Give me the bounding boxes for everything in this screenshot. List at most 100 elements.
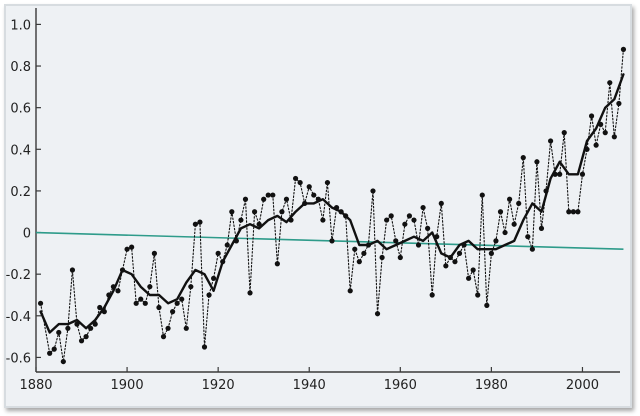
data-point — [370, 188, 376, 194]
data-point — [429, 292, 435, 298]
data-point — [115, 288, 121, 294]
data-point — [129, 244, 135, 250]
data-point — [133, 300, 139, 306]
x-tick-label: 1940 — [293, 378, 326, 393]
data-point — [484, 302, 490, 308]
data-point — [588, 113, 595, 119]
y-tick-label: 0.8 — [10, 60, 31, 75]
data-point — [56, 329, 62, 336]
data-point — [88, 325, 94, 331]
data-point — [511, 221, 517, 227]
tick-labels: 1.0 0.8 0.6 0.4 0.2 0 -0.2 -0.4 -0.6 1880 1900 1920… — [6, 18, 599, 393]
data-point — [65, 325, 71, 331]
data-point — [297, 179, 303, 186]
data-point — [51, 346, 57, 352]
data-point — [192, 221, 198, 227]
data-point — [320, 217, 326, 223]
data-point — [579, 171, 586, 177]
data-point — [374, 311, 381, 317]
y-tick-label: 1.0 — [10, 18, 31, 33]
data-point — [69, 267, 76, 273]
data-point — [547, 138, 554, 144]
data-point — [616, 100, 622, 107]
x-tick-label: 1920 — [202, 378, 235, 393]
data-point — [147, 284, 153, 290]
chart-frame — [4, 4, 632, 408]
data-point — [183, 325, 189, 331]
data-point — [261, 196, 267, 202]
data-point — [160, 334, 167, 340]
data-point — [324, 179, 331, 186]
data-point — [138, 296, 144, 302]
data-point — [488, 250, 494, 256]
data-point — [420, 204, 426, 211]
data-point — [620, 46, 627, 52]
data-point — [397, 254, 403, 261]
data-point — [497, 209, 504, 215]
data-point — [593, 142, 599, 148]
data-point — [402, 221, 408, 227]
data-point — [529, 246, 535, 252]
data-point — [561, 130, 567, 136]
data-point — [415, 242, 422, 248]
data-point — [142, 300, 148, 306]
data-point — [611, 134, 617, 140]
data-point — [74, 321, 80, 327]
data-point — [493, 238, 499, 244]
data-point — [37, 300, 44, 306]
data-point — [78, 338, 85, 344]
data-point — [224, 242, 230, 248]
data-point — [470, 267, 476, 273]
data-point — [479, 192, 485, 198]
data-point — [97, 304, 103, 311]
series-annual — [37, 46, 627, 365]
data-point — [265, 192, 271, 198]
y-tick-label: -0.4 — [6, 310, 31, 325]
data-point — [575, 209, 581, 215]
data-point — [251, 209, 258, 215]
y-tick-label: 0.2 — [10, 185, 31, 200]
data-point — [170, 309, 176, 315]
data-point — [215, 250, 221, 256]
data-point — [306, 184, 312, 190]
x-tick-label: 1980 — [475, 378, 508, 393]
data-point — [379, 254, 385, 261]
data-point — [525, 234, 531, 240]
data-point — [388, 213, 394, 219]
data-point — [279, 209, 285, 215]
series-smoothed — [39, 73, 625, 334]
smoothed-line — [39, 73, 625, 334]
data-point — [247, 290, 253, 296]
x-tick-label: 1900 — [111, 378, 144, 393]
data-point — [520, 155, 526, 161]
data-point — [384, 217, 390, 223]
data-point — [507, 196, 513, 202]
x-tick-label: 1960 — [384, 378, 417, 393]
data-point — [83, 334, 89, 340]
data-point — [283, 196, 290, 202]
data-point — [188, 284, 194, 290]
data-point — [256, 221, 262, 227]
data-point — [270, 192, 276, 198]
y-tick-label: 0.6 — [10, 102, 31, 117]
x-tick-label: 2000 — [566, 378, 599, 393]
data-point — [201, 344, 208, 350]
data-point — [361, 250, 367, 256]
data-point — [329, 238, 335, 244]
data-point — [516, 200, 522, 207]
data-point — [534, 159, 540, 165]
data-point — [238, 217, 244, 223]
data-point — [607, 80, 613, 86]
data-point — [156, 304, 162, 311]
data-point — [411, 217, 417, 223]
data-point — [311, 192, 317, 198]
data-point — [292, 175, 299, 182]
data-point — [124, 246, 130, 252]
y-tick-label: 0.4 — [10, 143, 31, 158]
data-point — [47, 350, 53, 356]
data-point — [352, 246, 358, 252]
data-point — [456, 250, 463, 256]
data-point — [211, 275, 217, 281]
data-point — [452, 259, 458, 265]
